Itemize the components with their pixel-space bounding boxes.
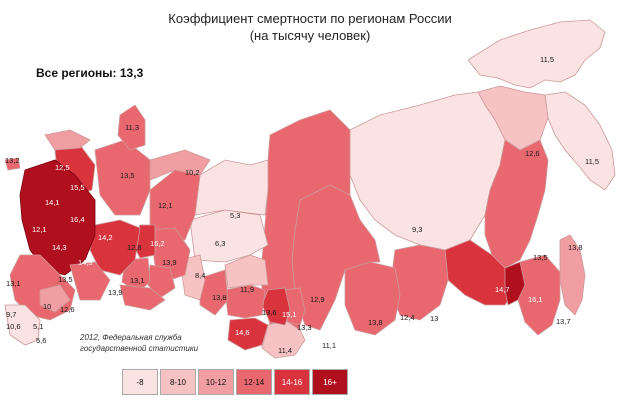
region-label: 13,1: [130, 276, 145, 285]
region-caucasus: [4, 304, 41, 346]
source-line-1: 2012, Федеральная служба: [80, 333, 182, 342]
region-kamchatka: [544, 91, 616, 191]
region-jewish-ao: [504, 261, 526, 306]
color-legend: -8 8-10 10-12 12-14 14-16 16+: [122, 369, 350, 399]
legend-item: 8-10: [160, 369, 196, 395]
legend-item: 10-12: [198, 369, 234, 395]
region-label: 12,6: [60, 305, 75, 314]
source-line-2: государственной статистики: [80, 344, 199, 353]
source-note: 2012, Федеральная служба государственной…: [80, 332, 198, 354]
region-value-labels: 13,2 11,3 11,5 11,5 10,2 12,1 13,5 12,6 …: [5, 55, 599, 355]
region-label: 14,1: [45, 198, 60, 207]
region-label: 12,6: [525, 149, 540, 158]
region-label: 13: [430, 314, 438, 323]
region-kaliningrad: [4, 157, 21, 171]
region-kemerovo: [261, 287, 291, 326]
region-label: 6,3: [215, 239, 225, 248]
region-omsk: [199, 269, 229, 316]
region-yakutia: [349, 91, 506, 251]
region-murmansk: [44, 129, 91, 151]
region-yanao: [194, 159, 269, 216]
region-buryatia: [344, 261, 401, 336]
region-orenburg: [119, 284, 166, 311]
region-label: 5,1: [33, 322, 43, 331]
legend-item: 12-14: [236, 369, 272, 395]
region-label: 8,4: [195, 271, 205, 280]
region-label: 12,5: [55, 163, 70, 172]
legend-item: -8: [122, 369, 158, 395]
region-volgograd: [69, 261, 111, 301]
all-regions-value: Все регионы: 13,3: [36, 66, 144, 80]
region-label: 14,3: [52, 243, 67, 252]
region-label: 13,9: [162, 258, 177, 267]
region-label: 5,3: [230, 211, 240, 220]
region-label: 13,2: [5, 156, 20, 165]
region-label: 9,3: [412, 225, 422, 234]
legend-item: 14-16: [274, 369, 310, 395]
region-chukotka: [467, 19, 606, 89]
region-label: 13,8: [568, 243, 583, 252]
region-label: 9,7: [6, 310, 16, 319]
region-label: 11,1: [322, 341, 336, 350]
region-label: 12,8: [127, 243, 142, 252]
region-label: 13,8: [212, 293, 227, 302]
region-astrakhan: [39, 284, 71, 313]
region-label: 11,3: [125, 123, 139, 132]
region-altai: [227, 317, 269, 351]
region-label: 5,6: [36, 336, 46, 345]
region-volga: [89, 219, 141, 276]
region-label: 16,1: [528, 295, 543, 304]
region-label: 14,7: [495, 285, 510, 294]
region-label: 13,6: [262, 308, 277, 317]
region-label: 10,2: [185, 168, 200, 177]
region-label: 12,1: [158, 201, 173, 210]
region-label: 12,9: [310, 295, 325, 304]
region-label: 11,9: [240, 285, 254, 294]
region-label: 13,1: [6, 279, 21, 288]
region-label: 13,5: [58, 275, 73, 284]
region-label: 13,9: [108, 288, 123, 297]
region-label: 14,6: [235, 328, 250, 337]
map-subtitle: (на тысячу человек): [249, 28, 371, 43]
legend-item: 16+: [312, 369, 348, 395]
region-label: 15,1: [282, 310, 297, 319]
region-label: 10: [43, 302, 51, 311]
region-label: 13,5: [533, 253, 548, 262]
region-label: 12,1: [32, 225, 47, 234]
region-label: 13,8: [368, 318, 383, 327]
map-title: Коэффициент смертности по регионам Росси…: [168, 11, 452, 26]
region-label: 13,7: [556, 317, 571, 326]
region-khmao: [189, 209, 269, 263]
region-label: 13,5: [120, 171, 135, 180]
region-label: 14,2: [98, 233, 113, 242]
region-label: 10,6: [6, 322, 21, 331]
region-novaya-zemlya: [117, 104, 146, 151]
region-label: 14,3: [78, 258, 93, 267]
region-khabarovsk: [484, 139, 549, 269]
region-zabaykalsky: [389, 244, 449, 321]
region-sakhalin: [559, 234, 586, 316]
region-label: 13,3: [297, 323, 312, 332]
region-label: 15,5: [70, 183, 85, 192]
region-label: 16,4: [70, 215, 85, 224]
region-label: 12,4: [400, 313, 415, 322]
region-label: 11,4: [278, 346, 292, 355]
region-primorye: [517, 254, 561, 336]
region-label: 16,2: [150, 239, 165, 248]
region-label: 11,5: [540, 55, 554, 64]
region-label: 11,5: [585, 157, 599, 166]
